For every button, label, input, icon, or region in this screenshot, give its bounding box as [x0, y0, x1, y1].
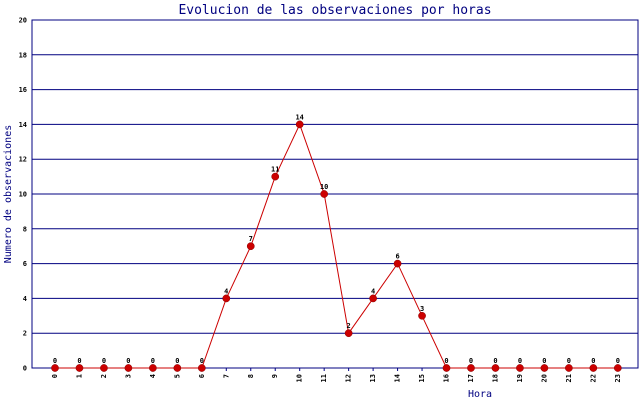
x-tick-label: 21: [565, 374, 573, 382]
data-label: 10: [320, 183, 328, 191]
data-label: 0: [77, 357, 81, 365]
x-tick-label: 13: [369, 374, 377, 382]
series-line: [55, 123, 618, 369]
data-label: 0: [542, 357, 546, 365]
x-tick-label: 23: [614, 374, 622, 382]
data-point: [124, 364, 133, 372]
data-point: [51, 364, 59, 372]
y-tick-label: 16: [19, 86, 27, 94]
data-point: [565, 364, 573, 372]
data-point: [320, 190, 329, 198]
data-point: [100, 364, 108, 372]
data-point: [369, 294, 377, 303]
data-label: 0: [175, 357, 179, 365]
data-point: [589, 364, 598, 372]
grid-lines: [32, 19, 638, 369]
y-tick-label: 10: [19, 191, 27, 199]
data-label: 3: [420, 305, 424, 313]
data-point: [173, 364, 182, 372]
data-label: 0: [567, 357, 571, 365]
data-point: [540, 364, 549, 372]
data-point: [393, 259, 402, 268]
data-label: 7: [249, 235, 253, 243]
data-label: 0: [469, 357, 473, 365]
chart-title: Evolucion de las observaciones por horas: [178, 3, 491, 18]
data-point: [442, 364, 451, 372]
x-tick-label: 9: [271, 374, 279, 378]
series-line-path: [55, 123, 618, 369]
x-tick-labels: 0 1 2 3 4 5 6 7 8 9 10 11 12 13 14 15 16 17 18 19 20 21 22 23: [51, 368, 622, 382]
data-point: [613, 364, 622, 372]
x-tick-label: 20: [540, 374, 548, 382]
x-tick-label: 19: [516, 374, 524, 382]
y-tick-labels: 0 2 4 6 8 10 12 14 16 18 20: [19, 17, 27, 373]
data-label: 11: [271, 166, 279, 174]
data-label: 4: [371, 287, 375, 295]
x-tick-label: 10: [296, 374, 304, 382]
data-point: [149, 364, 157, 372]
data-label: 0: [151, 357, 155, 365]
series-points: [51, 120, 622, 372]
data-point: [491, 364, 500, 372]
x-tick-label: 3: [124, 374, 132, 378]
data-label: 0: [200, 357, 204, 365]
y-tick-label: 20: [19, 17, 27, 25]
x-tick-label: 4: [149, 374, 157, 378]
data-label: 0: [444, 357, 448, 365]
x-tick-label: 7: [222, 374, 230, 378]
x-tick-label: 0: [51, 374, 59, 378]
x-tick-label: 11: [320, 374, 328, 382]
data-label: 0: [616, 357, 620, 365]
data-point: [222, 294, 231, 303]
x-tick-label: 15: [418, 374, 426, 382]
data-label: 0: [518, 357, 522, 365]
x-tick-label: 2: [100, 374, 108, 378]
x-axis-title: Hora: [468, 389, 492, 400]
x-tick-label: 14: [394, 374, 402, 382]
data-point: [271, 172, 280, 181]
x-tick-label: 17: [467, 374, 475, 382]
x-tick-label: 18: [491, 374, 499, 382]
data-point: [418, 311, 426, 320]
data-label: 2: [347, 322, 351, 330]
x-tick-label: 1: [75, 374, 83, 378]
y-tick-label: 4: [23, 295, 27, 303]
x-tick-label: 12: [345, 374, 353, 382]
data-point: [75, 364, 84, 372]
data-label: 0: [53, 357, 57, 365]
y-tick-label: 2: [23, 330, 27, 338]
data-point: [344, 329, 353, 338]
y-axis-title: Numero de observaciones: [3, 125, 14, 263]
x-tick-label: 22: [589, 374, 597, 382]
data-label: 6: [395, 253, 399, 261]
data-point: [295, 120, 304, 129]
x-tick-label: 6: [198, 374, 206, 378]
data-label: 0: [102, 357, 106, 365]
x-tick-label: 5: [173, 374, 181, 378]
data-point: [197, 364, 206, 372]
y-tick-label: 6: [23, 260, 27, 268]
x-tick-label: 8: [247, 374, 255, 378]
data-label: 0: [591, 357, 595, 365]
data-point: [246, 242, 255, 251]
data-label: 0: [126, 357, 130, 365]
data-point: [467, 364, 475, 372]
x-tick-label: 16: [443, 374, 451, 382]
data-label: 4: [224, 287, 228, 295]
y-tick-label: 0: [23, 365, 27, 373]
data-point: [516, 364, 524, 372]
data-labels: 0 0 0 0 0 0 0 4 7 11 14 10 2 4 6 3 0 0 0 0 0 0 0 0: [53, 113, 620, 365]
y-tick-label: 12: [19, 156, 27, 164]
data-label: 0: [493, 357, 497, 365]
data-label: 14: [295, 113, 303, 121]
y-tick-label: 8: [23, 225, 27, 233]
y-tick-label: 18: [19, 51, 27, 59]
y-tick-label: 14: [19, 121, 27, 129]
